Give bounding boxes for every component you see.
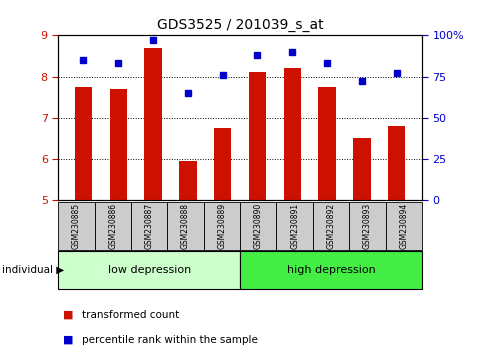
Text: GSM230885: GSM230885: [72, 202, 81, 249]
Text: high depression: high depression: [286, 265, 375, 275]
Bar: [276, 202, 312, 250]
Text: low depression: low depression: [107, 265, 190, 275]
Text: percentile rank within the sample: percentile rank within the sample: [82, 335, 258, 345]
Text: GSM230889: GSM230889: [217, 202, 226, 249]
Bar: [385, 202, 421, 250]
Text: GSM230892: GSM230892: [326, 202, 335, 249]
Text: GSM230894: GSM230894: [398, 202, 408, 249]
Bar: [203, 202, 240, 250]
Bar: [94, 202, 131, 250]
Bar: [109, 89, 127, 200]
Bar: [248, 73, 266, 200]
Text: GSM230888: GSM230888: [181, 203, 190, 249]
Text: GSM230891: GSM230891: [289, 202, 299, 249]
Text: GSM230893: GSM230893: [362, 202, 371, 249]
Bar: [283, 68, 301, 200]
Bar: [348, 202, 385, 250]
Bar: [352, 138, 370, 200]
Bar: [58, 251, 240, 289]
Text: individual ▶: individual ▶: [2, 265, 64, 275]
Text: GSM230886: GSM230886: [108, 202, 117, 249]
Title: GDS3525 / 201039_s_at: GDS3525 / 201039_s_at: [156, 18, 323, 32]
Bar: [387, 126, 405, 200]
Bar: [75, 87, 92, 200]
Text: ■: ■: [63, 335, 74, 345]
Text: GSM230887: GSM230887: [144, 202, 153, 249]
Bar: [240, 202, 276, 250]
Text: transformed count: transformed count: [82, 310, 180, 320]
Bar: [167, 202, 203, 250]
Bar: [312, 202, 348, 250]
Bar: [213, 128, 231, 200]
Bar: [318, 87, 335, 200]
Bar: [240, 251, 421, 289]
Text: ■: ■: [63, 310, 74, 320]
Bar: [131, 202, 167, 250]
Text: GSM230890: GSM230890: [253, 202, 262, 249]
Bar: [179, 161, 196, 200]
Bar: [144, 48, 162, 200]
Bar: [58, 202, 94, 250]
